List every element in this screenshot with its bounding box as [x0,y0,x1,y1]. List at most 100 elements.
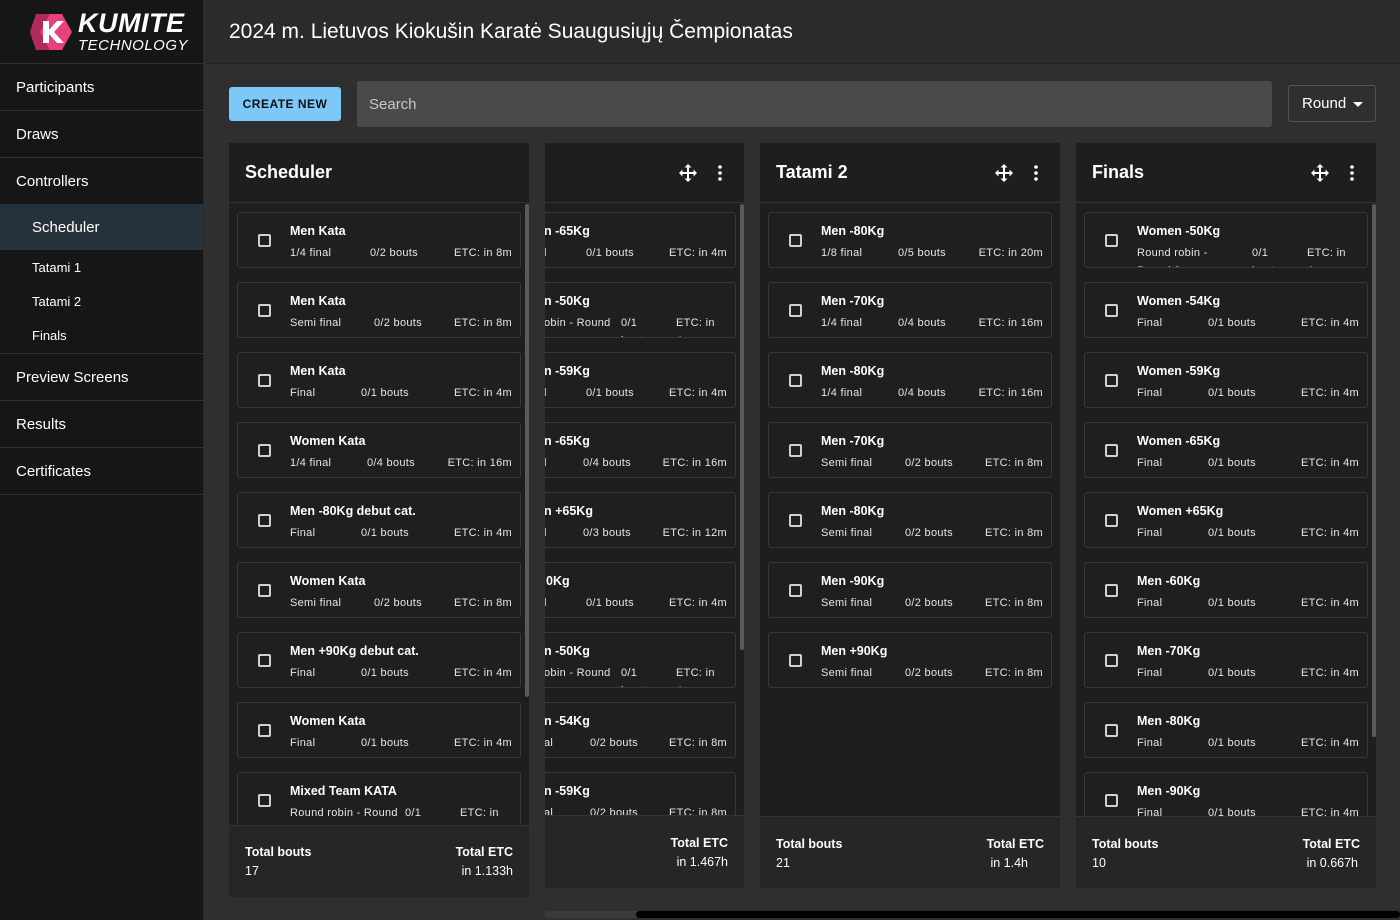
card-title: Men -80Kg [821,364,885,378]
sidebar-item-certificates[interactable]: Certificates [0,448,203,495]
schedule-card[interactable]: Women Kata Semi final 0/2 bouts ETC: in … [237,562,521,618]
logo[interactable]: KUMITE TECHNOLOGY [0,0,203,64]
schedule-card[interactable]: Men -80Kg Final 0/1 bouts ETC: in 4m [1084,702,1368,758]
sidebar-item-tatami-1[interactable]: Tatami 1 [32,259,82,275]
sidebar-item-tatami-2[interactable]: Tatami 2 [32,293,82,309]
sidebar-item-scheduler[interactable]: Scheduler [0,204,203,250]
round-select[interactable]: Round [1288,85,1376,122]
vertical-scrollbar[interactable] [1372,204,1376,737]
schedule-card[interactable]: Women -65Kg Final 0/1 bouts ETC: in 4m [1084,422,1368,478]
schedule-card[interactable]: n -65Kg l 0/4 bouts ETC: in 16m [545,422,736,478]
schedule-card[interactable]: Men Kata Semi final 0/2 bouts ETC: in 8m [237,282,521,338]
schedule-card[interactable]: Men -80Kg Semi final 0/2 bouts ETC: in 8… [768,492,1052,548]
card-checkbox[interactable] [789,654,802,667]
card-etc: ETC: in 16m [978,387,1043,399]
card-checkbox[interactable] [789,444,802,457]
schedule-card[interactable]: Men -80Kg debut cat. Final 0/1 bouts ETC… [237,492,521,548]
schedule-card[interactable]: Men -80Kg 1/4 final 0/4 bouts ETC: in 16… [768,352,1052,408]
column-footer: Total bouts 10 Total ETC in 0.667h [1076,816,1376,888]
card-checkbox[interactable] [258,514,271,527]
schedule-card[interactable]: n -50Kg obin - Round 0/1 bouts ETC: in 4… [545,632,736,688]
card-checkbox[interactable] [789,234,802,247]
column-title [545,143,744,203]
schedule-card[interactable]: n -54Kg al 0/2 bouts ETC: in 8m [545,702,736,758]
search-input[interactable] [357,81,1272,127]
card-checkbox[interactable] [1105,654,1118,667]
card-round: Semi final [821,597,873,609]
card-checkbox[interactable] [789,514,802,527]
card-checkbox[interactable] [1105,304,1118,317]
card-checkbox[interactable] [258,234,271,247]
card-checkbox[interactable] [1105,234,1118,247]
sidebar-item-draws[interactable]: Draws [0,111,203,158]
card-title: Men -70Kg [821,294,885,308]
sidebar-item-participants[interactable]: Participants [0,64,203,111]
card-checkbox[interactable] [789,304,802,317]
card-checkbox[interactable] [1105,724,1118,737]
schedule-card[interactable]: Men -70Kg Final 0/1 bouts ETC: in 4m [1084,632,1368,688]
more-vertical-icon[interactable] [1026,163,1046,183]
schedule-card[interactable]: Men Kata 1/4 final 0/2 bouts ETC: in 8m [237,212,521,268]
sidebar-item-results[interactable]: Results [0,401,203,448]
schedule-card[interactable]: Men -80Kg 1/8 final 0/5 bouts ETC: in 20… [768,212,1052,268]
schedule-card[interactable]: Women Kata Final 0/1 bouts ETC: in 4m [237,702,521,758]
schedule-card[interactable]: Men -90Kg Final 0/1 bouts ETC: in 4m [1084,772,1368,816]
logo-subtitle: TECHNOLOGY [78,37,189,54]
schedule-card[interactable]: n +65Kg l 0/3 bouts ETC: in 12m [545,492,736,548]
more-vertical-icon[interactable] [1342,163,1362,183]
card-checkbox[interactable] [1105,514,1118,527]
schedule-card[interactable]: Men -60Kg Final 0/1 bouts ETC: in 4m [1084,562,1368,618]
column-card-list[interactable]: Men Kata 1/4 final 0/2 bouts ETC: in 8m … [229,204,529,825]
schedule-card[interactable]: Women Kata 1/4 final 0/4 bouts ETC: in 1… [237,422,521,478]
schedule-card[interactable]: n -65Kg l 0/1 bouts ETC: in 4m [545,212,736,268]
schedule-card[interactable]: Men Kata Final 0/1 bouts ETC: in 4m [237,352,521,408]
column-card-list[interactable]: Women -50Kg Round robin - Round 3 0/1 bo… [1076,204,1376,816]
card-checkbox[interactable] [1105,444,1118,457]
card-checkbox[interactable] [1105,794,1118,807]
schedule-card[interactable]: Men -70Kg Semi final 0/2 bouts ETC: in 8… [768,422,1052,478]
card-title: Women Kata [290,574,366,588]
schedule-card[interactable]: Mixed Team KATA Round robin - Round 0/1 … [237,772,521,825]
drag-move-icon[interactable] [678,163,698,183]
schedule-card[interactable]: Men +90Kg debut cat. Final 0/1 bouts ETC… [237,632,521,688]
card-title: 0Kg [546,574,570,588]
card-checkbox[interactable] [258,374,271,387]
card-checkbox[interactable] [1105,584,1118,597]
sidebar-item-controllers[interactable]: Controllers [16,172,89,190]
schedule-card[interactable]: 0Kg l 0/1 bouts ETC: in 4m [545,562,736,618]
card-bouts: 0/1 bouts [621,317,649,337]
column-card-list[interactable]: Men -80Kg 1/8 final 0/5 bouts ETC: in 20… [760,204,1060,816]
schedule-card[interactable]: Women -50Kg Round robin - Round 3 0/1 bo… [1084,212,1368,268]
card-checkbox[interactable] [258,794,271,807]
schedule-card[interactable]: Men -70Kg 1/4 final 0/4 bouts ETC: in 16… [768,282,1052,338]
more-vertical-icon[interactable] [710,163,730,183]
schedule-card[interactable]: Women +65Kg Final 0/1 bouts ETC: in 4m [1084,492,1368,548]
schedule-card[interactable]: n -59Kg l 0/1 bouts ETC: in 4m [545,352,736,408]
card-round: Final [1137,807,1163,816]
create-new-button[interactable]: CREATE NEW [229,87,341,121]
card-round: al [545,807,554,819]
card-checkbox[interactable] [789,374,802,387]
schedule-card[interactable]: n -50Kg obin - Round 0/1 bouts ETC: in 4… [545,282,736,338]
schedule-card[interactable]: Women -54Kg Final 0/1 bouts ETC: in 4m [1084,282,1368,338]
drag-move-icon[interactable] [1310,163,1330,183]
card-etc: ETC: in 4m [676,317,715,337]
drag-move-icon[interactable] [994,163,1014,183]
vertical-scrollbar[interactable] [525,204,529,697]
sidebar-item-finals[interactable]: Finals [32,327,67,343]
sidebar-item-preview-screens[interactable]: Preview Screens [0,354,203,401]
card-checkbox[interactable] [258,304,271,317]
vertical-scrollbar[interactable] [740,204,744,650]
schedule-card[interactable]: Men -90Kg Semi final 0/2 bouts ETC: in 8… [768,562,1052,618]
schedule-card[interactable]: Women -59Kg Final 0/1 bouts ETC: in 4m [1084,352,1368,408]
card-checkbox[interactable] [258,724,271,737]
card-checkbox[interactable] [258,584,271,597]
schedule-card[interactable]: Men +90Kg Semi final 0/2 bouts ETC: in 8… [768,632,1052,688]
card-checkbox[interactable] [258,444,271,457]
card-bouts: 0/1 bouts [1208,737,1256,749]
card-checkbox[interactable] [789,584,802,597]
card-checkbox[interactable] [1105,374,1118,387]
horizontal-scrollbar-thumb[interactable] [636,911,1400,918]
column-card-list[interactable]: n -65Kg l 0/1 bouts ETC: in 4m n -50Kg o… [545,204,744,825]
card-checkbox[interactable] [258,654,271,667]
